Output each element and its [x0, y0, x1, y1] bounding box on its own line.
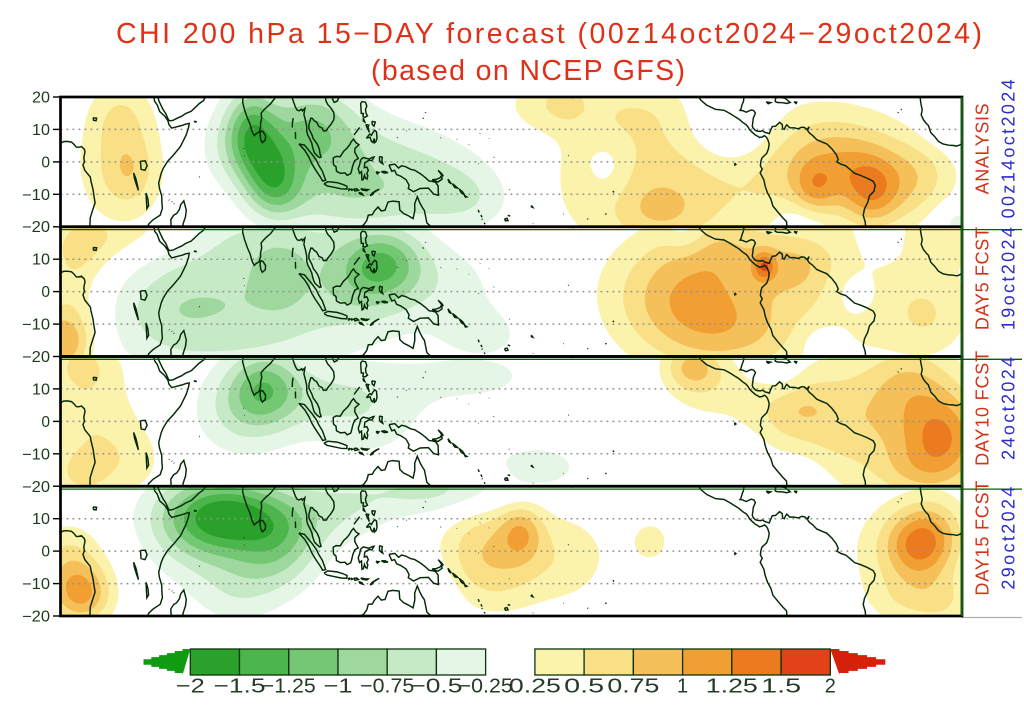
svg-text:−1.5: −1.5: [214, 676, 266, 698]
svg-text:−2: −2: [176, 676, 205, 698]
svg-text:−20: −20: [22, 609, 50, 626]
svg-text:0.5: 0.5: [564, 676, 604, 698]
svg-text:−0.75: −0.75: [360, 676, 414, 698]
svg-text:−10: −10: [22, 187, 50, 204]
svg-text:−20: −20: [22, 219, 50, 236]
svg-text:0: 0: [41, 154, 50, 171]
svg-text:2: 2: [825, 676, 836, 698]
svg-text:0: 0: [41, 414, 50, 431]
svg-text:−0.25: −0.25: [459, 676, 513, 698]
svg-text:−1.25: −1.25: [262, 676, 316, 698]
svg-text:ANALYSIS: ANALYSIS: [973, 103, 993, 194]
svg-text:−0.5: −0.5: [410, 676, 462, 698]
svg-text:20: 20: [32, 90, 50, 107]
svg-text:10: 10: [32, 511, 50, 528]
svg-text:0: 0: [41, 284, 50, 301]
svg-text:00z14oct2024: 00z14oct2024: [999, 79, 1019, 218]
svg-text:−20: −20: [22, 479, 50, 496]
svg-text:−1: −1: [324, 676, 353, 698]
svg-text:−10: −10: [22, 317, 50, 334]
svg-text:0.25: 0.25: [509, 676, 561, 698]
svg-text:−20: −20: [22, 349, 50, 366]
svg-text:1: 1: [677, 676, 688, 698]
svg-text:19oct2024: 19oct2024: [999, 227, 1019, 330]
svg-text:−10: −10: [22, 446, 50, 463]
svg-text:10: 10: [32, 252, 50, 269]
svg-text:10: 10: [32, 122, 50, 139]
svg-text:(based on NCEP GFS): (based on NCEP GFS): [371, 55, 685, 87]
svg-text:1.5: 1.5: [761, 676, 801, 698]
svg-text:CHI 200 hPa 15−DAY forecast (0: CHI 200 hPa 15−DAY forecast (00z14oct202…: [116, 18, 982, 50]
svg-text:0.75: 0.75: [607, 676, 659, 698]
svg-text:DAY15 FCST: DAY15 FCST: [973, 481, 993, 596]
svg-text:0: 0: [41, 544, 50, 561]
svg-text:DAY10 FCST: DAY10 FCST: [973, 351, 993, 466]
svg-text:1.25: 1.25: [706, 676, 758, 698]
svg-text:24oct2024: 24oct2024: [999, 357, 1019, 460]
svg-text:DAY5 FCST: DAY5 FCST: [973, 227, 993, 330]
svg-text:29oct2024: 29oct2024: [999, 487, 1019, 590]
svg-text:−10: −10: [22, 576, 50, 593]
svg-text:10: 10: [32, 381, 50, 398]
